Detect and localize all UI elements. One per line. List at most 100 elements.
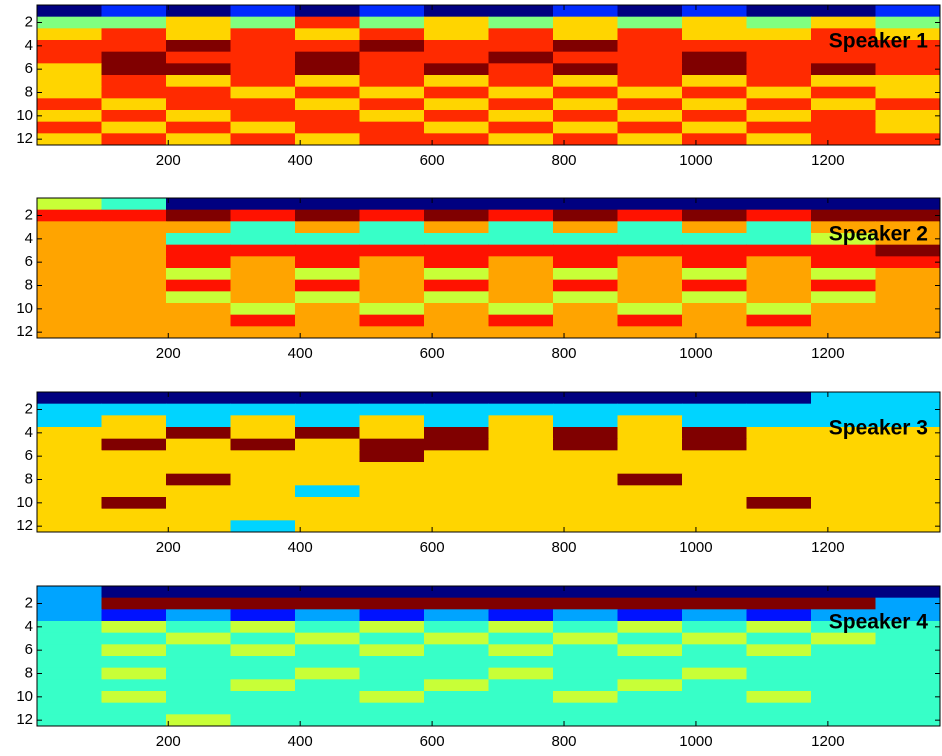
- heatmap-cell: [811, 221, 876, 234]
- heatmap-cell: [295, 586, 360, 599]
- heatmap-cell: [101, 462, 167, 475]
- heatmap-cell: [359, 714, 425, 727]
- heatmap-cell: [101, 121, 167, 134]
- heatmap-cell: [875, 86, 941, 99]
- heatmap-cell: [811, 121, 876, 134]
- heatmap-cell: [682, 314, 747, 327]
- heatmap-cell: [424, 609, 489, 622]
- heatmap-cell: [359, 16, 425, 29]
- heatmap-cell: [166, 233, 231, 246]
- heatmap-cell: [553, 268, 618, 281]
- heatmap-cell: [811, 714, 876, 727]
- heatmap-cell: [101, 221, 167, 234]
- heatmap-cell: [875, 691, 941, 704]
- heatmap-cell: [682, 268, 747, 281]
- heatmap-cell: [37, 403, 102, 416]
- heatmap-cell: [875, 28, 941, 41]
- heatmap-cell: [875, 326, 941, 339]
- heatmap-cell: [230, 233, 296, 246]
- heatmap-cell: [359, 632, 425, 645]
- heatmap-cell: [617, 75, 683, 88]
- heatmap-cell: [875, 133, 941, 146]
- heatmap-cell: [101, 609, 167, 622]
- heatmap-cell: [359, 597, 425, 610]
- heatmap: [37, 586, 941, 727]
- heatmap-cell: [746, 632, 812, 645]
- heatmap-cell: [295, 303, 360, 316]
- heatmap-cell: [166, 98, 231, 111]
- heatmap-cell: [295, 121, 360, 134]
- heatmap-cell: [101, 702, 167, 715]
- heatmap-cell: [101, 244, 167, 257]
- heatmap-cell: [424, 314, 489, 327]
- heatmap-cell: [746, 597, 812, 610]
- heatmap-cell: [488, 679, 554, 692]
- y-tick-label: 6: [25, 253, 33, 270]
- heatmap-cell: [811, 233, 876, 246]
- heatmap-cell: [488, 450, 554, 463]
- heatmap-cell: [746, 51, 812, 64]
- heatmap-cell: [553, 326, 618, 339]
- heatmap-cell: [617, 279, 683, 292]
- heatmap-cell: [101, 632, 167, 645]
- heatmap-cell: [811, 621, 876, 634]
- heatmap-cell: [811, 75, 876, 88]
- heatmap-cell: [295, 198, 360, 211]
- heatmap-cell: [746, 133, 812, 146]
- heatmap-cell: [359, 326, 425, 339]
- heatmap-cell: [295, 392, 360, 405]
- heatmap-cell: [101, 291, 167, 304]
- heatmap-cell: [166, 497, 231, 510]
- y-tick-label: 12: [16, 323, 33, 340]
- heatmap-cell: [488, 40, 554, 53]
- heatmap-cell: [811, 597, 876, 610]
- heatmap-cell: [166, 679, 231, 692]
- heatmap-cell: [359, 485, 425, 498]
- heatmap-cell: [101, 450, 167, 463]
- heatmap-cell: [746, 392, 812, 405]
- heatmap-cell: [617, 291, 683, 304]
- heatmap-cell: [295, 473, 360, 486]
- heatmap-cell: [424, 221, 489, 234]
- heatmap-cell: [617, 121, 683, 134]
- heatmap-cell: [746, 209, 812, 222]
- y-tick-label: 4: [25, 618, 33, 635]
- heatmap-cell: [359, 702, 425, 715]
- heatmap-cell: [359, 244, 425, 257]
- heatmap-cell: [746, 75, 812, 88]
- heatmap-cell: [746, 63, 812, 76]
- heatmap-cell: [553, 244, 618, 257]
- heatmap-cell: [488, 279, 554, 292]
- heatmap-cell: [37, 98, 102, 111]
- heatmap-cell: [682, 198, 747, 211]
- heatmap-cell: [553, 291, 618, 304]
- heatmap-cell: [295, 415, 360, 428]
- heatmap-cell: [359, 621, 425, 634]
- heatmap-cell: [230, 621, 296, 634]
- heatmap-cell: [166, 586, 231, 599]
- heatmap-cell: [295, 63, 360, 76]
- heatmap-cell: [682, 691, 747, 704]
- heatmap-cell: [553, 51, 618, 64]
- heatmap-cell: [295, 667, 360, 680]
- heatmap-cell: [359, 473, 425, 486]
- heatmap-cell: [424, 28, 489, 41]
- heatmap-cell: [617, 508, 683, 521]
- heatmap-cell: [230, 403, 296, 416]
- heatmap-cell: [746, 485, 812, 498]
- heatmap-cell: [37, 462, 102, 475]
- heatmap-cell: [746, 326, 812, 339]
- heatmap-cell: [37, 438, 102, 451]
- heatmap-cell: [230, 679, 296, 692]
- heatmap-cell: [746, 702, 812, 715]
- heatmap-cell: [875, 209, 941, 222]
- heatmap-cell: [682, 5, 747, 18]
- heatmap-cell: [101, 314, 167, 327]
- heatmap-cell: [101, 485, 167, 498]
- heatmap-cell: [488, 473, 554, 486]
- heatmap-cell: [166, 244, 231, 257]
- heatmap-cell: [101, 520, 167, 533]
- heatmap-cell: [553, 221, 618, 234]
- heatmap-cell: [101, 679, 167, 692]
- heatmap-cell: [166, 644, 231, 657]
